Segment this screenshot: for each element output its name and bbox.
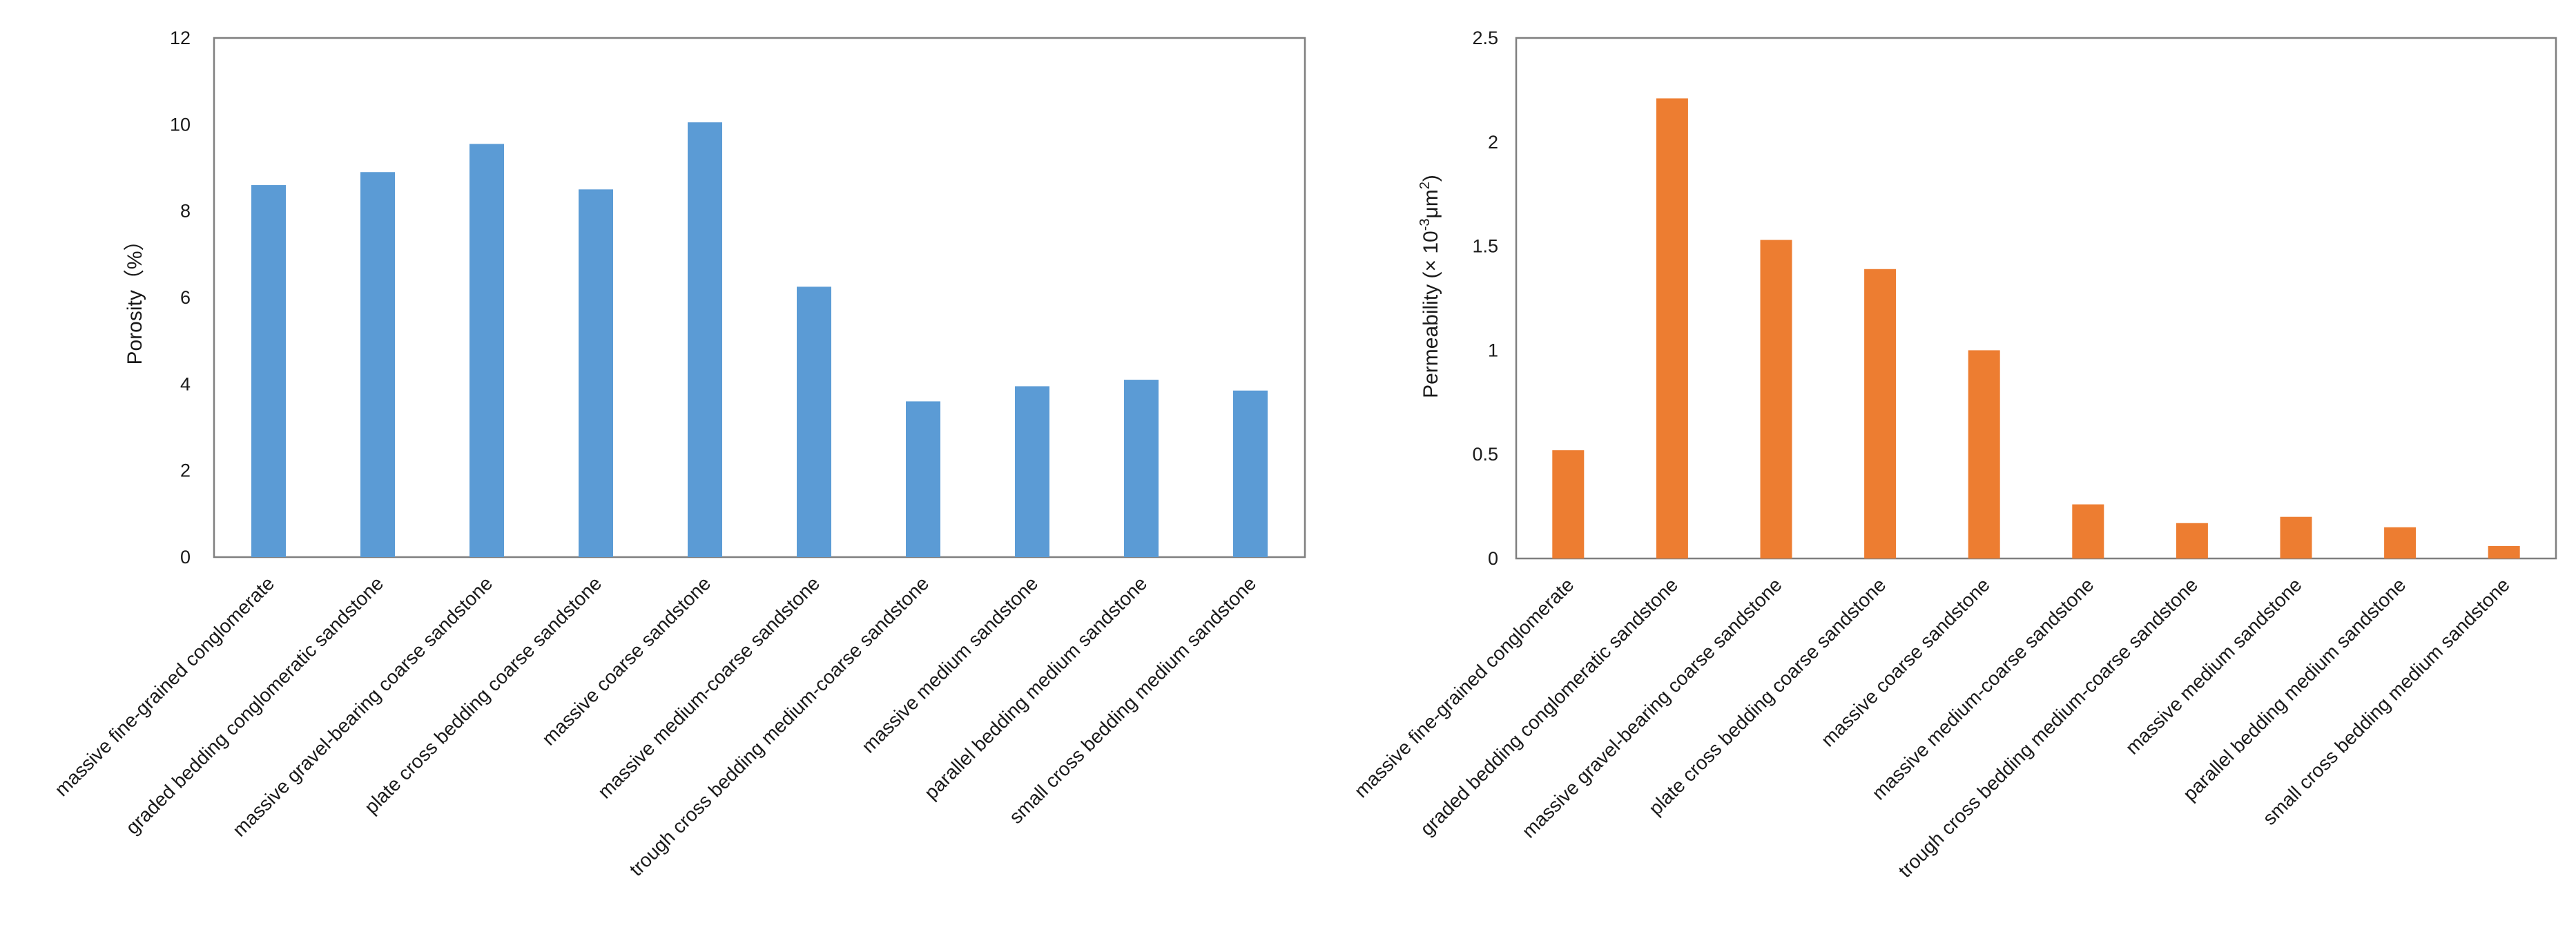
porosity-x-tick-label: massive medium sandstone <box>858 572 1042 757</box>
porosity-bar <box>906 401 940 557</box>
permeability-ylabel-main: Permeability (× 10 <box>1420 231 1442 398</box>
permeability-y-tick-label: 2 <box>1488 132 1498 153</box>
permeability-plot-area <box>1515 37 2557 560</box>
porosity-bars <box>251 122 1268 558</box>
permeability-x-tick-label: massive medium sandstone <box>2121 574 2305 758</box>
porosity-bar <box>797 286 831 557</box>
permeability-bar <box>1864 269 1897 558</box>
porosity-y-axis-title: Porosity（%） <box>124 230 146 365</box>
permeability-x-labels: massive fine-grained conglomerategraded … <box>1350 574 2513 882</box>
porosity-x-tick-label: plate cross bedding coarse sandstone <box>360 572 606 817</box>
permeability-bar <box>1552 450 1585 558</box>
permeability-chart: 0 0.5 1 1.5 2 2.5 massive fine-grained conglo… <box>1350 28 2557 882</box>
porosity-y-tick-label: 10 <box>170 114 191 135</box>
porosity-bar <box>579 189 613 557</box>
permeability-x-tick-label: massive coarse sandstone <box>1817 574 1994 750</box>
permeability-bar <box>2176 523 2208 558</box>
permeability-ylabel-unit: μm <box>1420 189 1442 218</box>
porosity-x-tick-label: small cross bedding medium sandstone <box>1005 572 1261 828</box>
permeability-y-tick-label: 0 <box>1488 548 1498 569</box>
porosity-bar <box>688 122 722 557</box>
porosity-bar <box>469 144 504 558</box>
porosity-bar <box>1233 390 1268 557</box>
permeability-y-ticks: 0 0.5 1 1.5 2 2.5 <box>1472 28 1498 569</box>
permeability-x-tick-label: massive fine-grained conglomerate <box>1350 574 1578 802</box>
porosity-chart: 0 2 4 6 8 10 12 massive fine-grained conglomer… <box>50 28 1306 880</box>
porosity-plot-area <box>213 37 1306 558</box>
porosity-y-tick-label: 0 <box>180 547 191 567</box>
permeability-bars <box>1552 98 2520 559</box>
permeability-bar <box>1760 240 1792 558</box>
permeability-ylabel-sup1: -3 <box>1417 219 1433 231</box>
permeability-ylabel-end: ) <box>1420 175 1442 182</box>
permeability-x-tick-label: parallel bedding medium sandstone <box>2179 574 2410 805</box>
porosity-y-tick-label: 2 <box>180 460 191 481</box>
permeability-y-axis-title: Permeability (× 10-3μm2) <box>1417 175 1442 398</box>
permeability-bar <box>2280 516 2312 558</box>
porosity-x-tick-label: parallel bedding medium sandstone <box>920 572 1152 804</box>
permeability-bar <box>2488 545 2520 558</box>
porosity-x-tick-label: massive fine-grained conglomerate <box>50 572 278 800</box>
permeability-x-tick-label: massive medium-coarse sandstone <box>1868 574 2098 804</box>
porosity-bar <box>360 172 395 557</box>
permeability-ylabel-sup2: 2 <box>1417 182 1433 189</box>
permeability-bar <box>2384 527 2417 558</box>
permeability-bar <box>1968 350 2000 558</box>
porosity-bar <box>251 185 286 558</box>
porosity-bar <box>1015 386 1049 557</box>
permeability-y-tick-label: 2.5 <box>1472 28 1498 48</box>
porosity-x-tick-label: massive medium-coarse sandstone <box>594 572 824 802</box>
porosity-y-tick-label: 8 <box>180 201 191 222</box>
permeability-y-tick-label: 0.5 <box>1472 444 1498 465</box>
porosity-y-tick-label: 12 <box>170 28 191 48</box>
permeability-bar <box>1656 98 1688 559</box>
permeability-bar <box>2072 504 2104 558</box>
porosity-x-labels: massive fine-grained conglomerategraded … <box>50 572 1260 880</box>
permeability-x-tick-label: plate cross bedding coarse sandstone <box>1645 574 1890 819</box>
porosity-y-tick-label: 6 <box>180 287 191 308</box>
porosity-y-ticks: 0 2 4 6 8 10 12 <box>170 28 191 567</box>
permeability-y-tick-label: 1.5 <box>1472 236 1498 257</box>
porosity-bar <box>1124 380 1159 557</box>
porosity-y-tick-label: 4 <box>180 373 191 394</box>
permeability-y-tick-label: 1 <box>1488 340 1498 360</box>
